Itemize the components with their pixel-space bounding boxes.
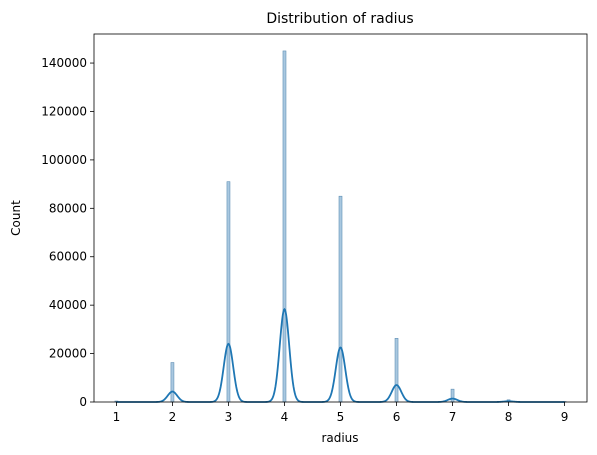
x-tick-label: 8 [505,410,513,424]
chart-title: Distribution of radius [266,11,413,27]
y-tick-label: 60000 [49,250,87,264]
histogram-bar [394,338,399,403]
histogram-bar [226,181,231,403]
x-axis-ticks: 1 2 3 4 5 6 7 8 9 [113,402,569,424]
x-axis-title: radius [321,431,358,445]
x-tick-label: 3 [225,410,233,424]
histogram-bar [170,362,175,403]
histogram-bars [114,50,567,403]
histogram-bar [282,50,287,403]
x-tick-label: 6 [393,410,401,424]
x-tick-label: 9 [561,410,569,424]
y-tick-label: 20000 [49,347,87,361]
y-axis-title: Count [9,200,23,236]
y-tick-label: 0 [79,395,87,409]
y-axis-ticks: 0 20000 40000 60000 80000 100000 120000 140000 [41,56,94,409]
x-tick-label: 7 [449,410,457,424]
x-tick-label: 4 [281,410,289,424]
x-tick-label: 1 [113,410,121,424]
histogram-bar [338,195,343,403]
x-tick-label: 5 [337,410,345,424]
histogram-bar [450,388,455,403]
y-tick-label: 120000 [41,104,87,118]
y-tick-label: 100000 [41,153,87,167]
x-tick-label: 2 [169,410,177,424]
y-tick-label: 40000 [49,298,87,312]
y-tick-label: 80000 [49,201,87,215]
y-tick-label: 140000 [41,56,87,70]
